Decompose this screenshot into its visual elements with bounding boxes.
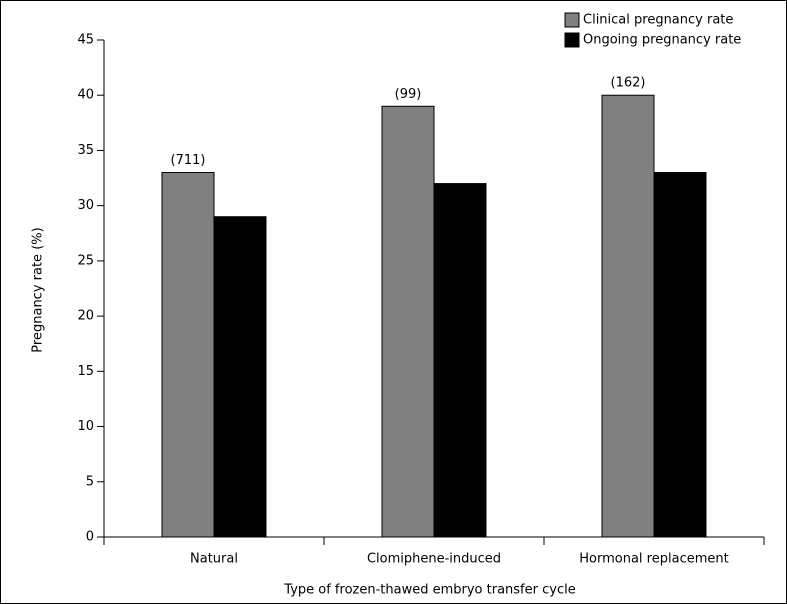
annotation: (162)	[611, 76, 646, 91]
x-axis-title: Type of frozen-thawed embryo transfer cy…	[283, 583, 575, 598]
legend-swatch	[564, 12, 580, 28]
y-tick-label: 40	[77, 88, 94, 103]
annotation: (711)	[171, 153, 206, 168]
bar	[653, 172, 707, 538]
bar	[161, 172, 215, 538]
x-tick-label: Clomiphene-induced	[367, 552, 501, 567]
legend-swatch	[564, 32, 580, 48]
y-tick-label: 0	[86, 530, 94, 545]
y-tick-label: 30	[77, 198, 94, 213]
y-tick-label: 45	[77, 33, 94, 48]
bar	[601, 94, 655, 538]
y-tick-label: 20	[77, 309, 94, 324]
y-tick-label: 10	[77, 419, 94, 434]
bar	[433, 183, 487, 538]
y-tick-label: 15	[77, 364, 94, 379]
x-tick-label: Hormonal replacement	[579, 552, 728, 567]
legend-label: Clinical pregnancy rate	[583, 13, 733, 28]
legend-label: Ongoing pregnancy rate	[583, 33, 741, 48]
annotation: (99)	[395, 87, 422, 102]
bar	[213, 216, 267, 538]
y-tick-label: 35	[77, 143, 94, 158]
x-tick-label: Natural	[190, 552, 238, 567]
y-tick-label: 5	[86, 474, 94, 489]
y-axis-title: Pregnancy rate (%)	[31, 227, 46, 352]
y-tick-label: 25	[77, 253, 94, 268]
bar	[381, 105, 435, 538]
